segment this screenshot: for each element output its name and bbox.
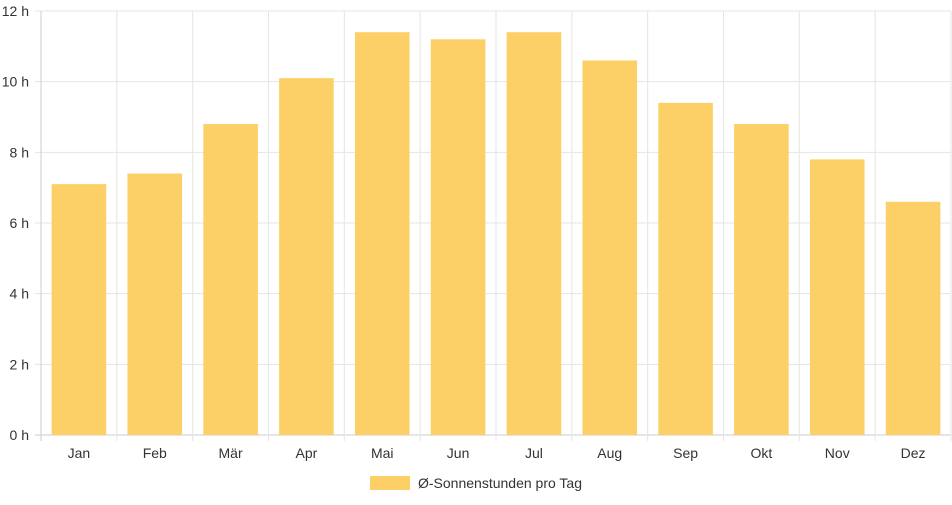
bar	[506, 32, 562, 435]
bar	[203, 124, 258, 436]
x-tick-label: Dez	[901, 445, 926, 461]
x-tick-label: Feb	[143, 445, 167, 461]
x-tick-label: Nov	[825, 445, 850, 461]
x-tick-label: Jan	[68, 445, 91, 461]
bar	[51, 184, 107, 435]
y-tick-label: 8 h	[10, 144, 29, 160]
x-tick-label: Okt	[751, 445, 773, 461]
bar	[734, 124, 789, 436]
x-tick-label: Mär	[219, 445, 243, 461]
bar	[354, 32, 410, 435]
y-axis: 0 h 2 h 4 h 6 h 8 h 10 h 12 h	[2, 3, 29, 443]
legend-swatch	[370, 476, 410, 490]
y-tick-label: 12 h	[2, 3, 29, 19]
x-tick-label: Jul	[525, 445, 543, 461]
x-tick-label: Aug	[597, 445, 622, 461]
bar	[430, 39, 486, 436]
x-tick-label: Apr	[296, 445, 318, 461]
bar	[885, 201, 941, 435]
x-tick-label: Jun	[447, 445, 470, 461]
x-tick-label: Mai	[371, 445, 394, 461]
bar	[127, 173, 183, 436]
bar	[809, 159, 865, 435]
y-tick-label: 6 h	[10, 215, 29, 231]
bar	[582, 60, 638, 435]
x-axis: Jan Feb Mär Apr Mai Jun Jul Aug Sep Okt Nov Dez	[68, 445, 926, 461]
y-tick-label: 10 h	[2, 74, 29, 90]
x-tick-label: Sep	[673, 445, 698, 461]
legend[interactable]: Ø-Sonnenstunden pro Tag	[0, 472, 952, 494]
y-tick-label: 2 h	[10, 356, 29, 372]
bars	[51, 32, 941, 436]
gridlines	[35, 10, 952, 441]
y-tick-label: 0 h	[10, 427, 29, 443]
y-tick-label: 4 h	[10, 286, 29, 302]
legend-label: Ø-Sonnenstunden pro Tag	[418, 475, 582, 491]
bar	[658, 102, 713, 435]
bar	[279, 78, 334, 435]
